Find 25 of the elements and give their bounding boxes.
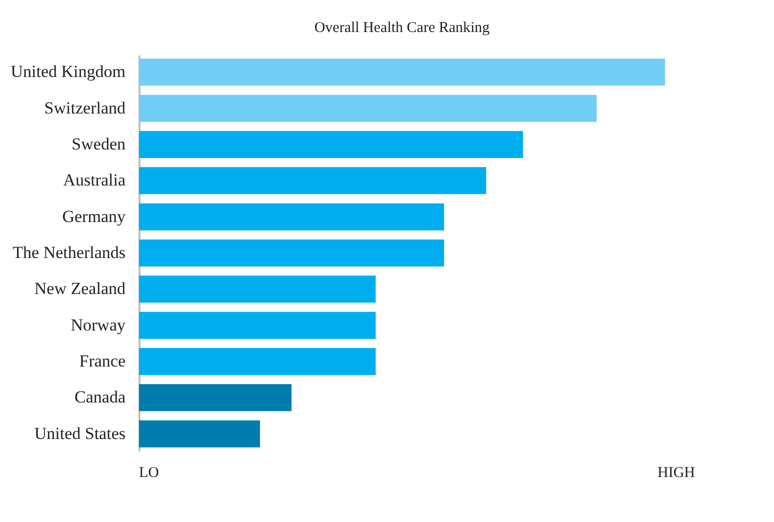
bar [139,384,292,412]
y-tick-label: Australia [63,170,126,190]
bar [139,131,523,158]
bar [139,240,444,266]
bar [139,276,376,303]
y-tick-label: Norway [70,315,126,334]
y-tick-label: Canada [74,388,126,407]
bar [139,203,444,230]
y-tick-label: France [79,351,126,370]
chart-title: Overall Health Care Ranking [314,20,490,36]
bar [139,312,376,339]
y-tick-label: New Zealand [34,279,126,298]
bar [139,58,665,86]
y-tick-label: United Kingdom [10,62,126,82]
y-tick-label: United States [34,424,126,443]
text: LO [139,465,160,481]
y-tick-label: Switzerland [44,98,126,118]
y-tick-label: Sweden [72,134,126,154]
bar [139,348,376,375]
y-tick-label: Germany [62,206,126,226]
bar [139,167,486,194]
bar [139,94,597,122]
text: HIGH [658,465,696,481]
bar [139,420,260,448]
y-tick-label: The Netherlands [12,243,126,262]
